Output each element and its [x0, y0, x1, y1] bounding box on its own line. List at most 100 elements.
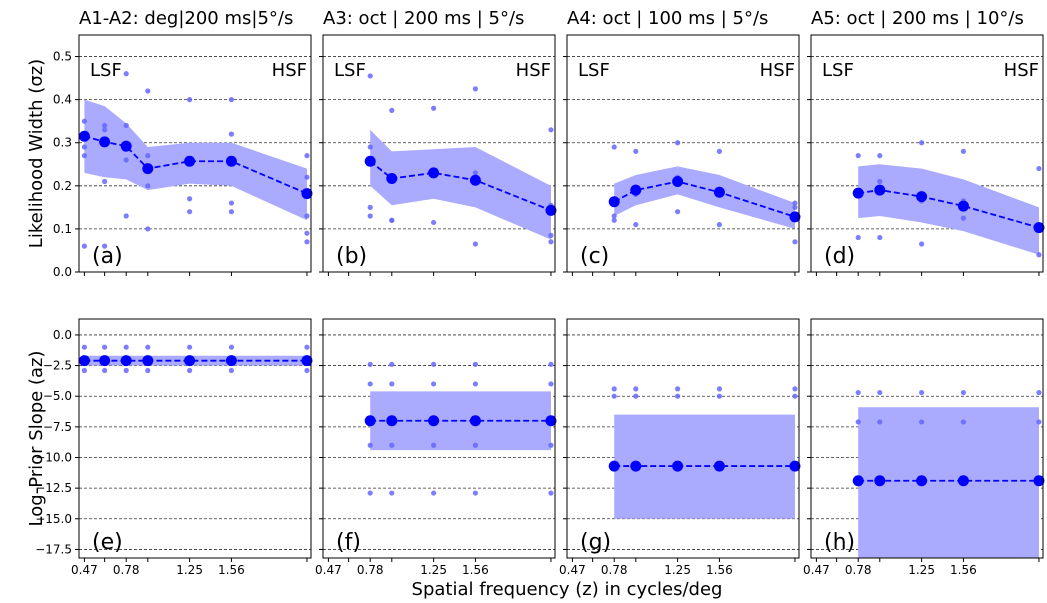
raw-data-point: [81, 344, 87, 350]
mean-point: [99, 136, 111, 148]
mean-point: [608, 196, 620, 208]
panel-letter: (c): [580, 244, 609, 269]
y-tick-label: −10.0: [35, 450, 72, 464]
mean-point: [428, 167, 440, 179]
raw-data-point: [611, 393, 617, 399]
raw-data-point: [877, 153, 883, 159]
raw-data-point: [716, 393, 723, 399]
y-tick-label: 0.4: [53, 93, 72, 107]
y-tick-label: 0.5: [53, 50, 72, 64]
raw-data-point: [304, 153, 310, 159]
panel-d: LSF HSF (d) A5: oct | 200 ms | 10°/s: [807, 8, 1045, 276]
raw-data-point: [1036, 389, 1042, 396]
raw-data-point: [633, 386, 639, 392]
raw-data-point: [81, 243, 87, 249]
mean-point: [301, 355, 313, 367]
raw-data-point: [431, 219, 437, 226]
mean-point: [789, 211, 801, 223]
mean-point: [428, 415, 440, 427]
raw-data-point: [960, 148, 967, 154]
raw-data-point: [960, 215, 967, 221]
raw-data-point: [548, 490, 554, 496]
mean-point: [364, 415, 376, 427]
raw-data-point: [472, 442, 479, 448]
x-tick-label: 1.56: [462, 563, 489, 577]
mean-line: [369, 160, 552, 212]
raw-data-point: [675, 209, 681, 215]
mean-point: [120, 355, 132, 367]
raw-data-point: [145, 153, 151, 159]
raw-data-point: [633, 148, 639, 154]
raw-data-point: [123, 71, 129, 77]
raw-data-point: [367, 213, 373, 219]
x-tick-label: 0.47: [71, 563, 98, 577]
raw-data-point: [102, 127, 108, 133]
y-tick-label: −2.5: [43, 359, 72, 373]
x-tick-label: 1.56: [218, 563, 245, 577]
axes-frame: [566, 318, 800, 559]
y-tick-label: −12.5: [35, 481, 72, 495]
x-tick-label: 0.78: [357, 563, 384, 577]
raw-data-point: [472, 241, 479, 247]
raw-data-point: [472, 361, 479, 367]
panel-b: LSF HSF (b) A3: oct | 200 ms | 5°/s: [319, 8, 557, 276]
confidence-band: [614, 166, 795, 229]
mean-point: [99, 355, 111, 367]
raw-data-point: [304, 230, 310, 236]
y-tick-label: −7.5: [43, 420, 72, 434]
y-tick-label: 0.3: [53, 136, 72, 150]
raw-data-point: [304, 174, 310, 180]
raw-data-point: [877, 389, 883, 396]
panel-title: A5: oct | 200 ms | 10°/s: [811, 8, 1024, 29]
mean-point: [386, 172, 398, 184]
raw-data-point: [367, 490, 373, 496]
raw-data-point: [187, 344, 193, 350]
raw-data-point: [472, 170, 479, 176]
y-tick-label: 0.0: [53, 328, 72, 342]
raw-data-point: [145, 226, 151, 232]
axes-frame: [78, 34, 312, 273]
panel-title: A3: oct | 200 ms | 5°/s: [323, 8, 524, 29]
y-tick-label: 0.1: [53, 222, 72, 236]
panel-c: LSF HSF (c) A4: oct | 100 ms | 5°/s: [563, 8, 801, 276]
hsf-label: HSF: [516, 60, 551, 81]
raw-data-point: [611, 217, 617, 223]
mean-point: [630, 460, 642, 472]
mean-point: [672, 460, 684, 472]
x-tick-label: 0.47: [803, 563, 830, 577]
x-tick-label: 1.56: [706, 563, 733, 577]
raw-data-point: [367, 361, 373, 367]
raw-data-point: [877, 234, 883, 241]
raw-data-point: [548, 127, 554, 133]
x-tick-label: 0.78: [113, 563, 140, 577]
raw-data-point: [1036, 165, 1042, 172]
panel-letter: (e): [92, 530, 123, 555]
x-axis-label: Spatial frequency (z) in cycles/deg: [412, 579, 723, 600]
mean-point: [184, 355, 196, 367]
raw-data-point: [633, 393, 639, 399]
y-tick-label: −5.0: [43, 389, 72, 403]
mean-point: [874, 184, 886, 196]
raw-data-point: [472, 86, 479, 92]
mean-point: [469, 415, 481, 427]
raw-data-point: [611, 213, 617, 219]
mean-point: [672, 176, 684, 188]
axes-frame: [78, 318, 312, 559]
mean-point: [713, 186, 725, 198]
raw-data-point: [1036, 252, 1042, 258]
axes-frame: [322, 34, 556, 273]
raw-data-point: [716, 148, 723, 154]
raw-data-point: [123, 213, 129, 219]
raw-data-point: [792, 204, 798, 210]
raw-data-point: [123, 122, 129, 129]
panel-g: 0.47 0.78 1.25 1.56 (g): [559, 318, 801, 577]
raw-data-point: [675, 140, 681, 146]
y-axis-label: Log-Prior Slope (az): [26, 351, 47, 527]
raw-data-point: [228, 131, 235, 137]
mean-point: [916, 475, 928, 487]
raw-data-point: [102, 122, 108, 129]
panel-title: A4: oct | 100 ms | 5°/s: [567, 8, 768, 29]
raw-data-point: [877, 178, 883, 185]
raw-data-point: [919, 419, 925, 425]
